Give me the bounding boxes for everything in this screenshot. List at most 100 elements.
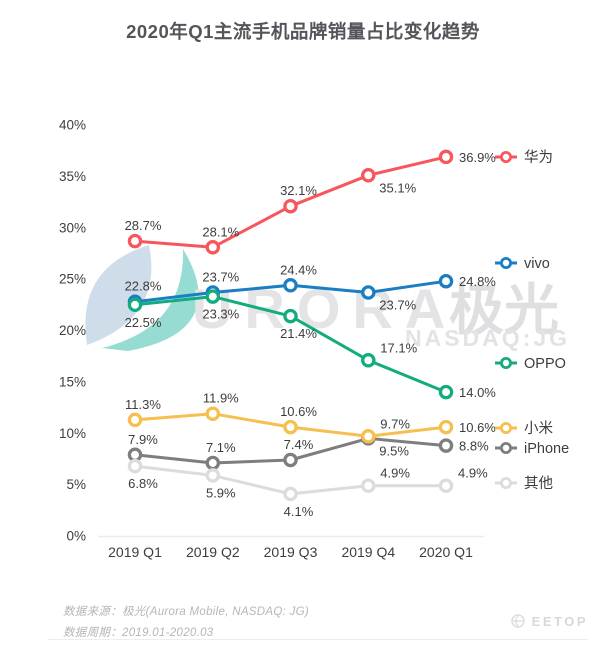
data-label-iphone: 8.8%: [459, 439, 489, 454]
data-label-others: 4.9%: [458, 466, 488, 481]
data-point-iphone: [127, 447, 143, 463]
data-label-iphone: 7.1%: [206, 440, 236, 455]
data-label-others: 4.1%: [284, 504, 314, 519]
data-label-vivo: 23.7%: [379, 298, 416, 313]
data-label-xiaomi: 10.6%: [280, 404, 317, 419]
data-point-oppo: [283, 308, 298, 324]
data-point-others: [361, 478, 376, 493]
data-label-iphone: 7.4%: [284, 437, 314, 452]
x-tick-label: 2019 Q1: [108, 544, 162, 560]
data-point-vivo: [438, 273, 454, 289]
legend-label-oppo: OPPO: [524, 356, 566, 372]
data-label-xiaomi: 9.7%: [380, 416, 410, 431]
data-label-huawei: 28.7%: [125, 218, 162, 233]
data-point-oppo: [127, 297, 143, 313]
data-label-huawei: 35.1%: [379, 180, 416, 195]
footer-divider: [48, 639, 588, 640]
y-tick-label: 5%: [66, 477, 86, 492]
aurora-logo-petal-right-icon: [102, 249, 199, 351]
legend-label-xiaomi: 小米: [524, 420, 553, 437]
series-oppo: [127, 289, 454, 400]
eetop-chip-icon: [510, 614, 525, 628]
legend-marker-xiaomi: [499, 421, 512, 434]
data-point-iphone: [283, 452, 298, 468]
legend-marker-iphone: [499, 441, 512, 454]
legend-label-others: 其他: [524, 475, 553, 492]
data-label-oppo: 21.4%: [280, 326, 317, 341]
legend-item-xiaomi: 小米: [495, 420, 553, 437]
data-label-vivo: 24.4%: [280, 262, 317, 277]
data-point-oppo: [438, 384, 454, 400]
legend-item-iphone: iPhone: [495, 441, 569, 457]
data-label-others: 5.9%: [206, 485, 236, 500]
data-point-xiaomi: [361, 429, 376, 444]
data-label-others: 6.8%: [128, 476, 158, 491]
data-label-vivo: 24.8%: [459, 274, 496, 289]
series-others: [127, 458, 454, 502]
legend-marker-oppo: [499, 356, 512, 369]
data-label-vivo: 22.8%: [125, 279, 162, 294]
data-source-value: 极光(Aurora Mobile, NASDAQ: JG): [122, 606, 309, 618]
x-tick-label: 2020 Q1: [419, 544, 473, 560]
series-huawei: [127, 149, 454, 255]
series-xiaomi: [127, 406, 454, 444]
data-point-others: [283, 486, 298, 502]
data-point-huawei: [283, 198, 298, 214]
eetop-logo: EETOP: [510, 613, 588, 629]
legend-marker-vivo: [499, 256, 512, 269]
watermark-brand-cjk: 极光: [449, 279, 559, 341]
data-period-value: 2019.01-2020.03: [122, 627, 214, 639]
data-source-note: 数据来源：极光(Aurora Mobile, NASDAQ: JG): [63, 603, 309, 619]
x-tick-label: 2019 Q2: [186, 544, 240, 560]
data-period-note: 数据周期：2019.01-2020.03: [63, 624, 213, 640]
x-tick-label: 2019 Q4: [341, 544, 395, 560]
data-point-iphone: [205, 455, 221, 471]
data-point-oppo: [361, 353, 376, 368]
eetop-wordmark: EETOP: [531, 613, 588, 629]
data-point-vivo: [361, 285, 376, 300]
legend-item-vivo: vivo: [495, 256, 550, 272]
legend-item-oppo: OPPO: [495, 356, 566, 372]
data-label-vivo: 23.7%: [202, 270, 239, 285]
legend-marker-huawei: [499, 150, 512, 163]
y-tick-label: 10%: [59, 426, 86, 441]
data-label-iphone: 7.9%: [128, 432, 158, 447]
data-point-huawei: [127, 233, 143, 249]
legend-marker-others: [499, 476, 512, 489]
legend-item-huawei: 华为: [495, 149, 553, 166]
legend-label-vivo: vivo: [524, 256, 550, 272]
data-point-xiaomi: [438, 419, 454, 435]
data-label-huawei: 28.1%: [202, 224, 239, 239]
data-point-oppo: [205, 289, 221, 304]
chart-title: 2020年Q1主流手机品牌销量占比变化趋势: [126, 21, 480, 42]
data-point-iphone: [438, 438, 454, 453]
legend-label-iphone: iPhone: [524, 441, 569, 457]
data-point-huawei: [205, 240, 221, 255]
data-point-vivo: [283, 278, 298, 293]
y-tick-label: 0%: [66, 529, 86, 544]
legend-item-others: 其他: [495, 475, 553, 492]
data-label-xiaomi: 10.6%: [459, 420, 496, 435]
data-label-xiaomi: 11.9%: [203, 391, 239, 406]
data-point-huawei: [438, 149, 454, 165]
y-tick-label: 20%: [59, 323, 86, 338]
x-tick-label: 2019 Q3: [264, 544, 318, 560]
data-point-others: [205, 468, 221, 483]
data-point-xiaomi: [127, 412, 143, 428]
data-period-label: 数据周期：: [63, 627, 122, 639]
y-tick-label: 35%: [59, 169, 86, 184]
data-label-others: 4.9%: [380, 466, 410, 481]
data-point-others: [127, 458, 143, 474]
data-label-iphone: 9.5%: [379, 443, 409, 458]
data-point-xiaomi: [205, 406, 221, 421]
data-point-others: [438, 478, 454, 493]
y-tick-label: 25%: [59, 272, 86, 287]
data-label-oppo: 14.0%: [459, 385, 496, 400]
data-label-oppo: 17.1%: [380, 340, 417, 355]
data-point-huawei: [361, 168, 376, 183]
y-tick-label: 30%: [59, 220, 86, 235]
data-label-oppo: 22.5%: [125, 315, 162, 330]
data-label-huawei: 36.9%: [459, 150, 496, 165]
